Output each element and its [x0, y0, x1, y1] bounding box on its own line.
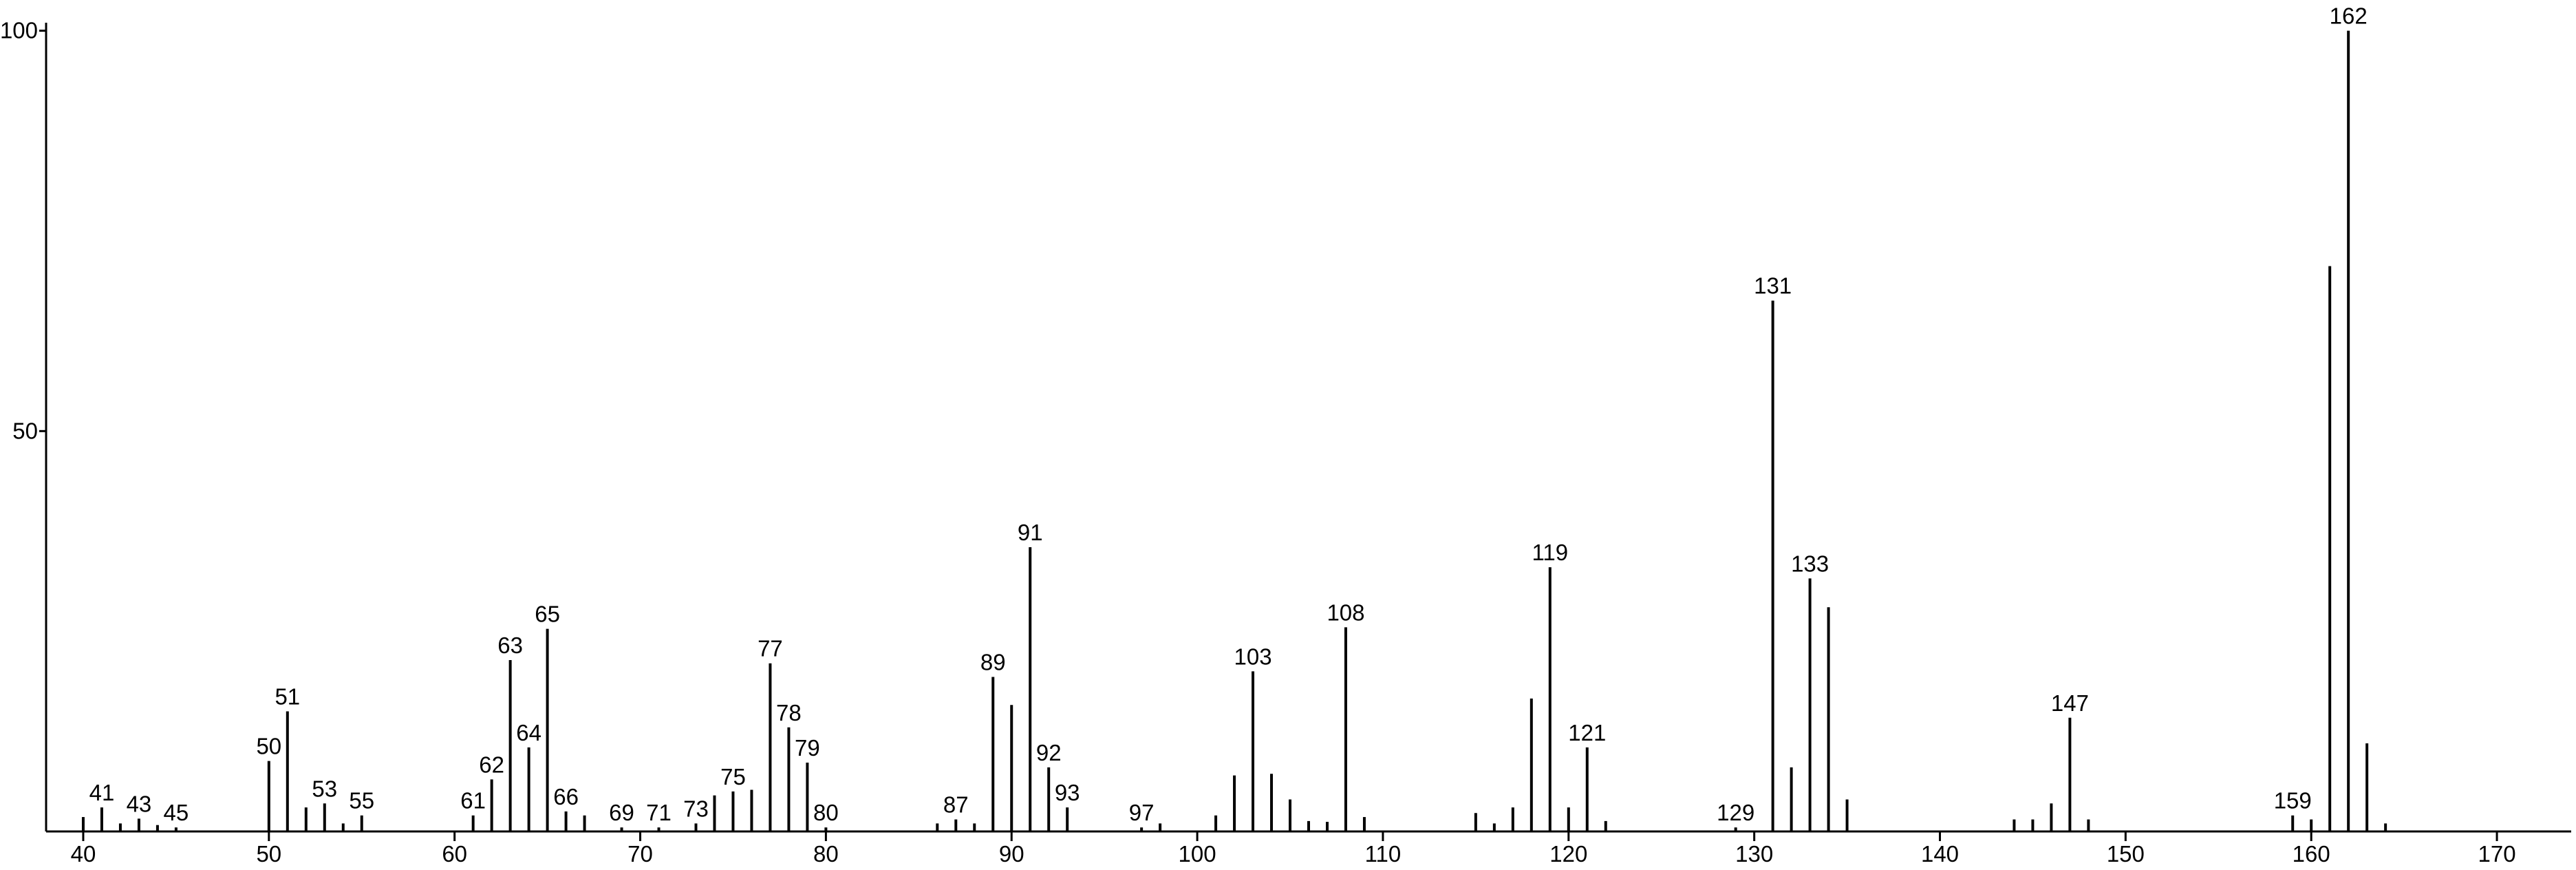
peak-label: 50 [256, 734, 281, 759]
peak-label: 71 [646, 800, 672, 825]
x-tick-label: 170 [2478, 841, 2516, 867]
peak-label: 66 [553, 784, 579, 809]
peak-label: 131 [1754, 273, 1792, 299]
x-tick-label: 60 [442, 841, 467, 867]
peak-label: 162 [2330, 3, 2368, 29]
x-tick-label: 120 [1549, 841, 1587, 867]
peak-label: 78 [776, 700, 802, 725]
peak-label: 55 [349, 788, 374, 814]
peak-label: 69 [609, 800, 634, 825]
y-tick-label: 100 [0, 18, 38, 43]
x-tick-label: 100 [1179, 841, 1216, 867]
peak-label: 79 [795, 735, 820, 761]
peak-label: 103 [1234, 644, 1272, 669]
x-tick-label: 40 [71, 841, 96, 867]
x-tick-label: 80 [813, 841, 839, 867]
peak-label: 61 [460, 788, 486, 814]
peak-label: 64 [516, 720, 541, 745]
peak-label: 129 [1717, 800, 1754, 825]
x-tick-label: 160 [2293, 841, 2330, 867]
peak-label: 121 [1568, 720, 1606, 745]
peak-label: 89 [980, 649, 1006, 675]
x-tick-label: 130 [1735, 841, 1773, 867]
peak-label: 119 [1532, 540, 1568, 565]
peak-label: 97 [1129, 800, 1155, 825]
peak-label: 75 [720, 764, 746, 789]
peak-label: 159 [2274, 788, 2312, 814]
peak-label: 45 [164, 800, 189, 825]
x-tick-label: 70 [627, 841, 653, 867]
peak-label: 87 [943, 792, 969, 818]
x-tick-label: 140 [1921, 841, 1959, 867]
peak-label: 51 [275, 683, 300, 709]
peak-label: 62 [479, 752, 504, 777]
peak-label: 80 [813, 800, 839, 825]
peak-label: 43 [127, 791, 152, 816]
x-tick-label: 150 [2107, 841, 2145, 867]
peak-label: 91 [1018, 520, 1043, 545]
peak-label: 133 [1791, 551, 1829, 576]
peak-label: 63 [497, 633, 523, 658]
peak-label: 73 [683, 796, 709, 821]
peak-label: 108 [1327, 600, 1364, 625]
y-tick-label: 50 [12, 418, 38, 443]
peak-label: 41 [89, 780, 115, 805]
peak-label: 53 [312, 776, 337, 801]
peak-label: 92 [1036, 740, 1062, 765]
peak-label: 93 [1055, 780, 1080, 805]
x-tick-label: 110 [1365, 841, 1402, 867]
x-tick-label: 90 [999, 841, 1024, 867]
x-tick-label: 50 [256, 841, 281, 867]
peak-label: 65 [535, 602, 560, 627]
peak-label: 77 [758, 636, 783, 661]
peak-label: 147 [2051, 690, 2089, 716]
